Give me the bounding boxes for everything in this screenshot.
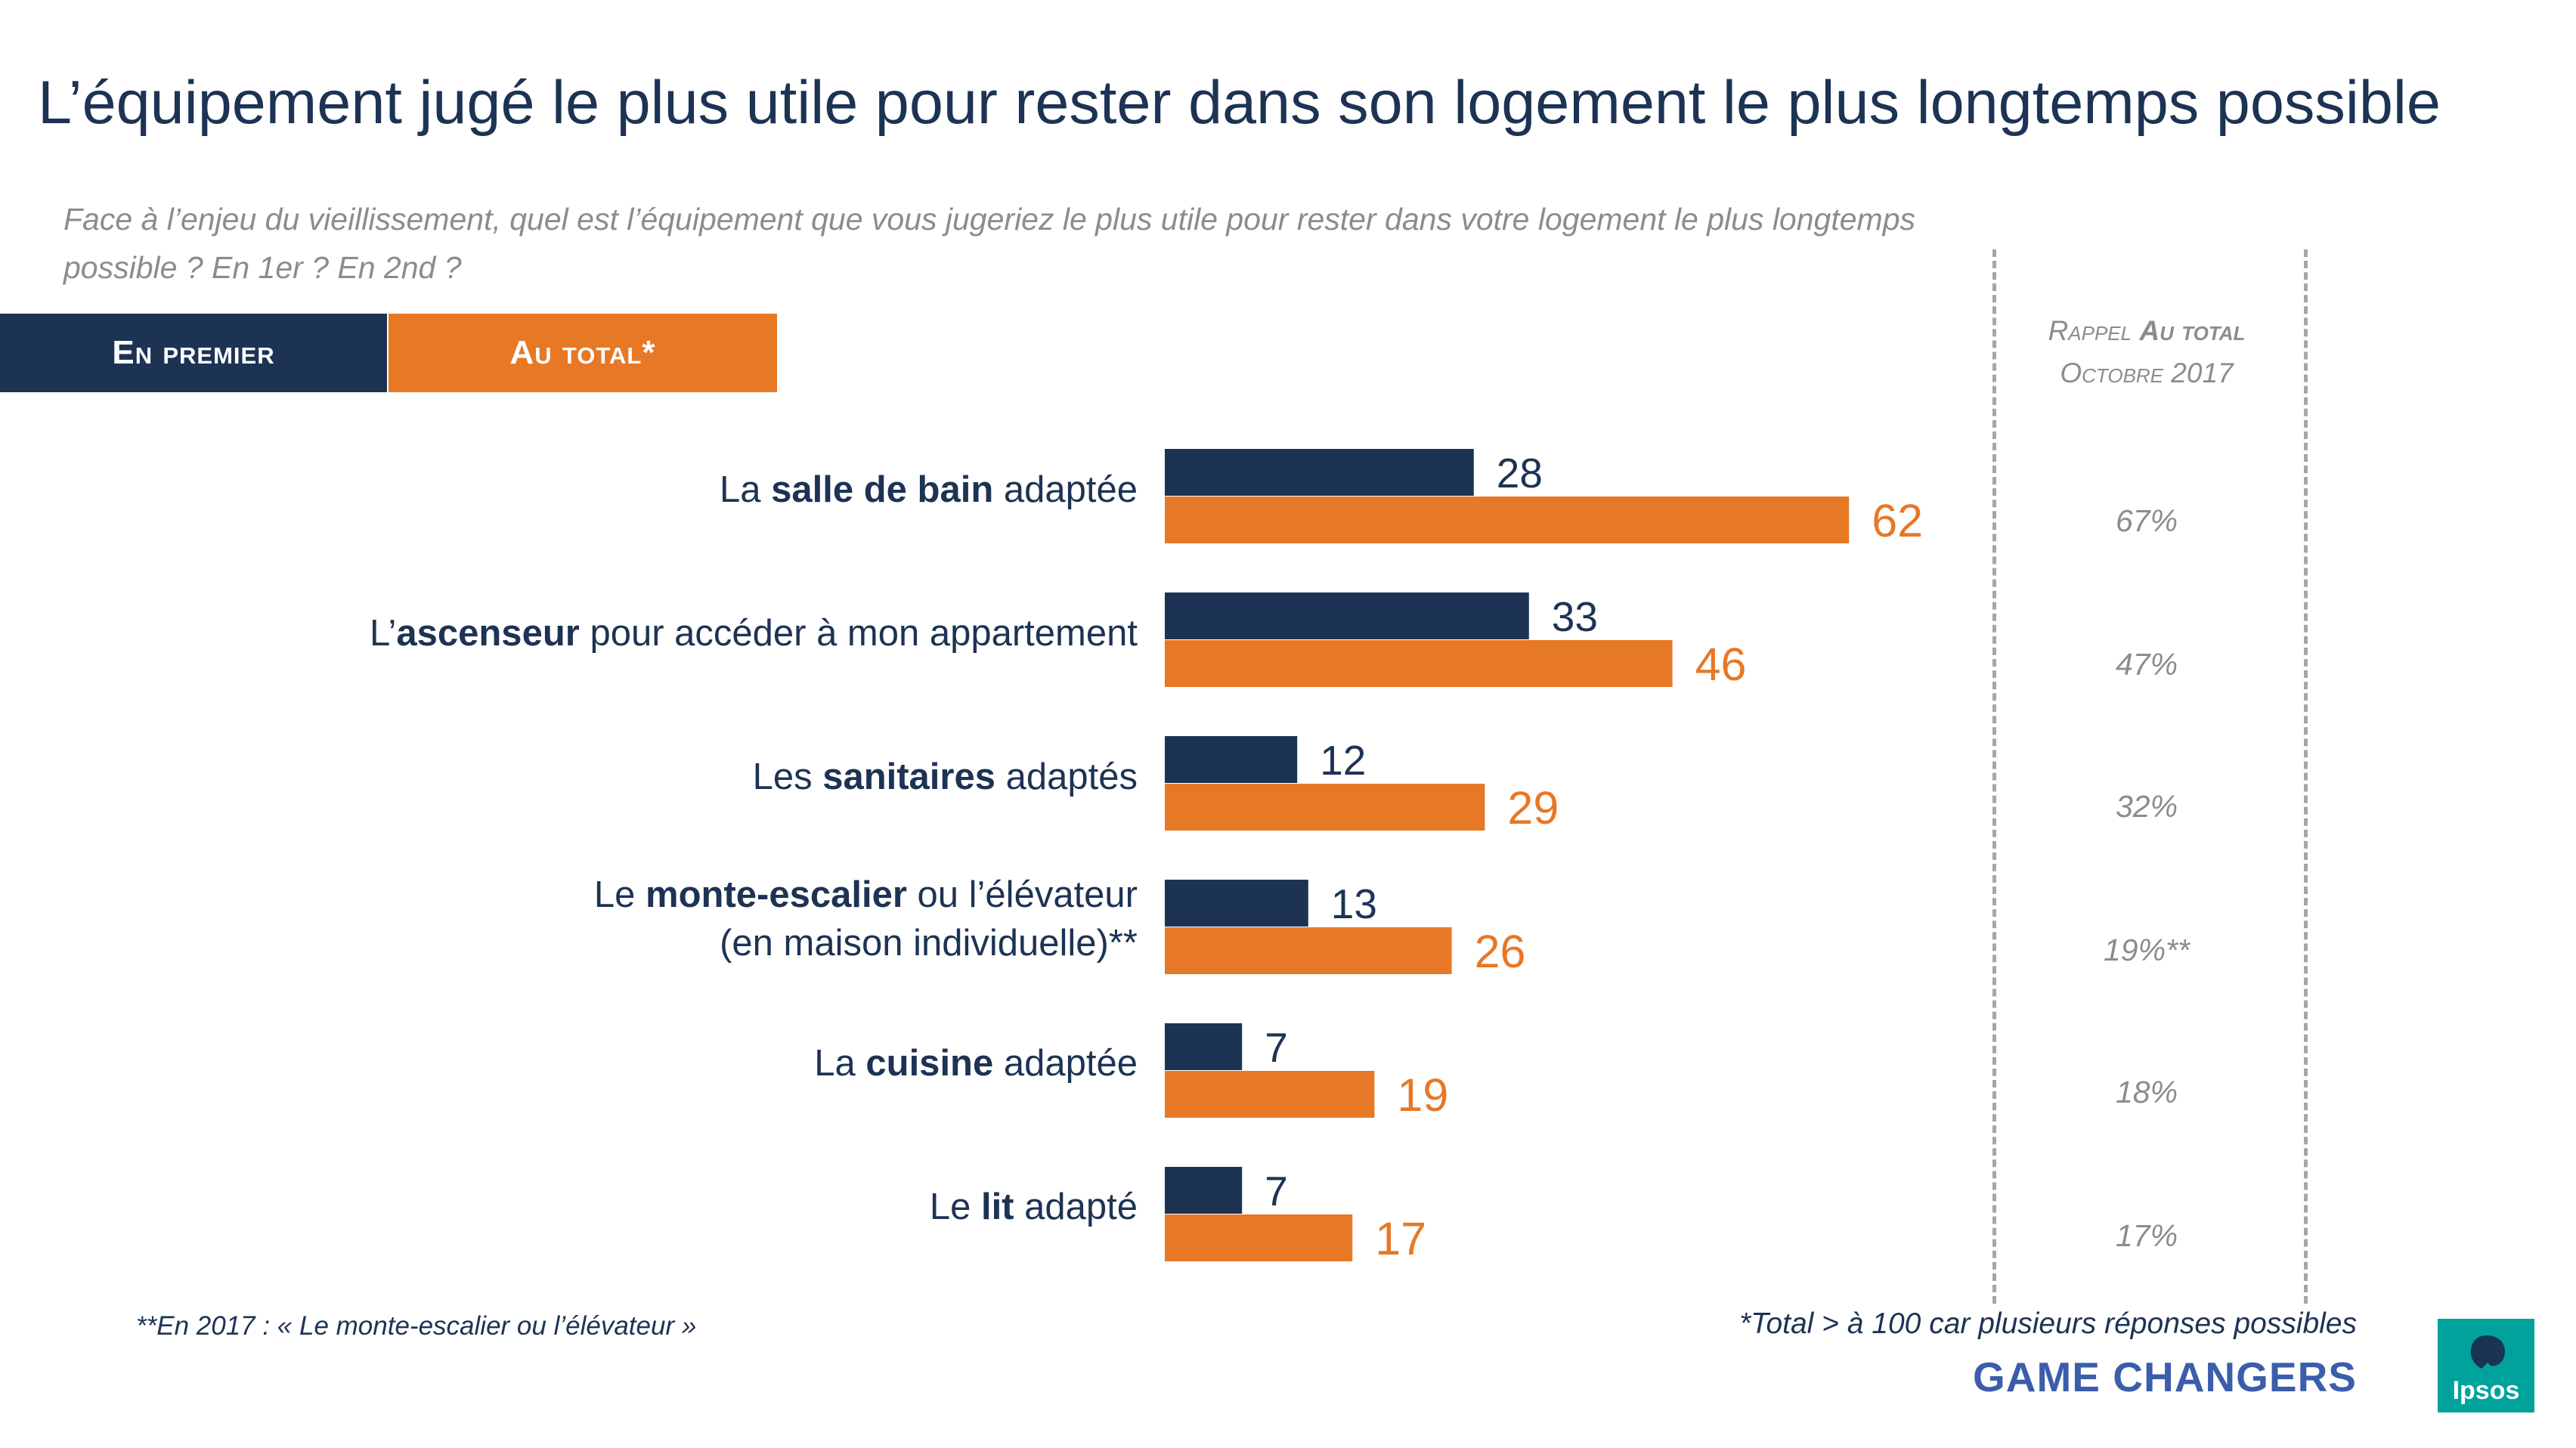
value-label-en-premier: 7 — [1265, 1168, 1288, 1214]
bar-au-total — [1165, 784, 1485, 831]
category-label-salle-de-bain: La salle de bain adaptée — [720, 466, 1138, 514]
category-label-line2: (en maison individuelle)** — [720, 923, 1138, 964]
rappel-header-date: Octobre 2017 — [2060, 357, 2234, 388]
bar-au-total — [1165, 497, 1850, 543]
category-label-pre: La — [814, 1043, 866, 1084]
value-label-en-premier: 28 — [1497, 450, 1543, 497]
value-label-au-total: 26 — [1475, 926, 1526, 977]
bar-au-total — [1165, 1214, 1353, 1261]
rappel-header-bold: Au total — [2139, 315, 2246, 346]
category-label-post: adaptée — [993, 1043, 1138, 1084]
category-label-bold: salle de bain — [771, 469, 994, 510]
chart-title: L’équipement jugé le plus utile pour res… — [38, 69, 2441, 137]
rappel-value: 18% — [2115, 1075, 2178, 1109]
divider-left — [1992, 249, 1996, 1304]
category-label-bold: monte-escalier — [646, 874, 907, 915]
category-label-sanitaires: Les sanitaires adaptés — [753, 753, 1138, 801]
value-label-en-premier: 7 — [1265, 1024, 1288, 1071]
ipsos-logo-text: Ipsos — [2453, 1376, 2520, 1405]
value-label-au-total: 46 — [1695, 639, 1747, 690]
ipsos-logo-background — [2438, 1319, 2534, 1412]
footnote-total: *Total > à 100 car plusieurs réponses po… — [1739, 1307, 2357, 1340]
category-label-bold: sanitaires — [822, 756, 995, 797]
rappel-header-prefix: Rappel — [2048, 315, 2140, 346]
value-label-au-total: 17 — [1375, 1213, 1426, 1264]
category-label-ascenseur: L’ascenseur pour accéder à mon apparteme… — [370, 609, 1138, 657]
ipsos-logo: Ipsos — [2438, 1319, 2534, 1412]
category-label-monte-escalier: Le monte-escalier ou l’élévateur (en mai… — [594, 871, 1138, 967]
category-label-bold: lit — [980, 1187, 1014, 1227]
category-label-pre: Les — [752, 756, 823, 797]
rappel-value: 32% — [2115, 789, 2178, 824]
bar-au-total — [1165, 1071, 1375, 1118]
category-label-post: ou l’élévateur — [906, 874, 1138, 915]
value-label-en-premier: 12 — [1320, 737, 1366, 784]
bar-en-premier — [1165, 1167, 1243, 1214]
ipsos-logo-mark — [2470, 1335, 2505, 1369]
value-label-au-total: 62 — [1872, 495, 1923, 546]
category-label-pre: Le — [929, 1187, 981, 1227]
divider-right — [2304, 249, 2308, 1304]
category-label-bold: cuisine — [865, 1043, 994, 1084]
rappel-header: Rappel Au total Octobre 2017 — [1995, 310, 2298, 394]
category-label-post: adapté — [1014, 1187, 1138, 1227]
footnote-2017: **En 2017 : « Le monte-escalier ou l’élé… — [136, 1311, 697, 1341]
rappel-value: 17% — [2115, 1218, 2178, 1253]
value-label-au-total: 29 — [1507, 782, 1559, 834]
rappel-value: 67% — [2115, 503, 2178, 538]
category-label-pre: L’ — [369, 613, 397, 654]
category-label-post: pour accéder à mon appartement — [579, 613, 1138, 654]
category-label-cuisine: La cuisine adaptée — [814, 1039, 1138, 1088]
value-label-en-premier: 33 — [1552, 593, 1598, 640]
bar-au-total — [1165, 640, 1673, 687]
bar-en-premier — [1165, 593, 1529, 639]
value-label-au-total: 19 — [1397, 1069, 1448, 1121]
legend-en-premier: En premier — [0, 314, 387, 392]
category-label-bold: ascenseur — [396, 613, 580, 654]
bar-au-total — [1165, 927, 1452, 974]
rappel-value: 47% — [2115, 647, 2178, 682]
legend-au-total: Au total* — [389, 314, 777, 392]
question-text: Face à l’enjeu du vieillissement, quel e… — [63, 202, 1915, 285]
category-label-post: adaptée — [993, 469, 1138, 510]
category-label-pre: La — [720, 469, 772, 510]
value-label-en-premier: 13 — [1331, 880, 1377, 927]
rappel-value: 19%** — [2104, 933, 2190, 967]
bar-en-premier — [1165, 449, 1474, 496]
category-label-post: adaptés — [995, 756, 1138, 797]
bar-en-premier — [1165, 1023, 1243, 1070]
game-changers-tagline: GAME CHANGERS — [1972, 1354, 2357, 1400]
category-label-lit: Le lit adapté — [930, 1183, 1138, 1231]
bar-en-premier — [1165, 880, 1308, 927]
category-label-pre: Le — [593, 874, 646, 915]
bar-en-premier — [1165, 736, 1298, 783]
